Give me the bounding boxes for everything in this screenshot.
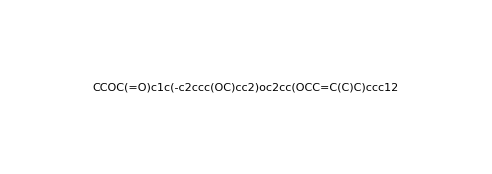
Text: CCOC(=O)c1c(-c2ccc(OC)cc2)oc2cc(OCC=C(C)C)ccc12: CCOC(=O)c1c(-c2ccc(OC)cc2)oc2cc(OCC=C(C)…	[93, 82, 399, 92]
